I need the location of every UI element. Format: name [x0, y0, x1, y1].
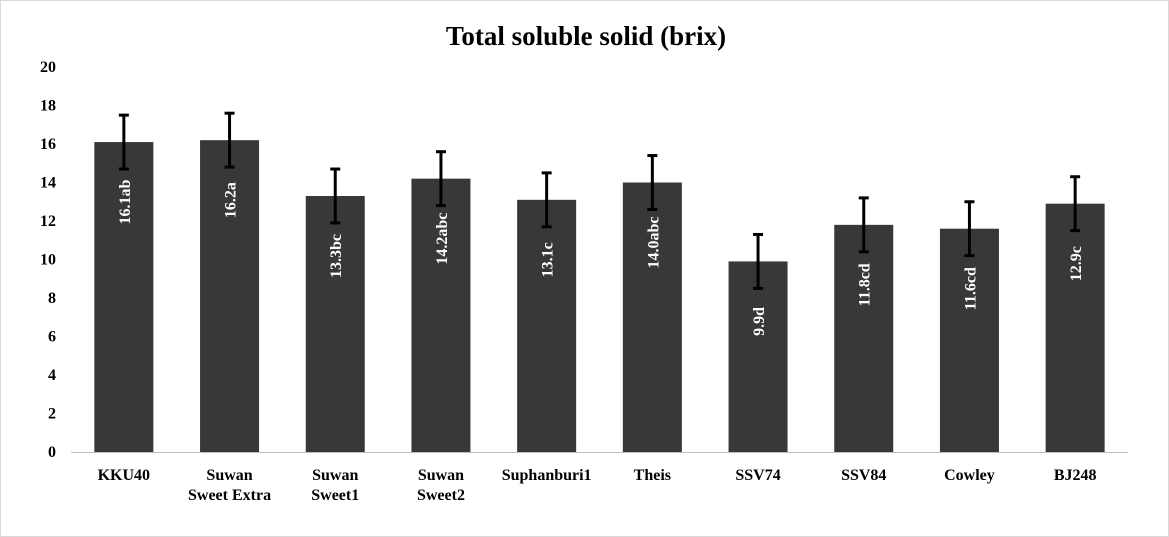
- data-label: 16.1ab: [117, 180, 134, 225]
- error-bar: [118, 113, 129, 171]
- bar: [411, 178, 471, 452]
- bar: [728, 261, 788, 452]
- data-label: 12.9c: [1068, 246, 1085, 281]
- data-label: 11.8cd: [857, 263, 874, 306]
- error-bars-group: [118, 111, 1081, 290]
- data-label: 9.9d: [751, 307, 768, 336]
- bar: [622, 182, 682, 452]
- y-tick-label: 6: [48, 329, 56, 346]
- x-axis: KKU40 Suwan Sweet Extra Suwan Sweet1 Suwan Swe…: [98, 467, 1097, 504]
- x-tick-label: Suwan Sweet2: [417, 467, 465, 504]
- error-bar: [964, 200, 975, 258]
- y-tick-label: 8: [48, 290, 56, 307]
- x-tick-label: SSV74: [735, 467, 780, 484]
- data-label: 11.6cd: [962, 267, 979, 310]
- bar: [834, 224, 894, 452]
- data-label: 14.2abc: [434, 213, 451, 265]
- y-tick-label: 20: [40, 59, 56, 76]
- y-tick-label: 0: [48, 444, 56, 461]
- x-tick-label: Suwan Sweet Extra: [188, 467, 271, 504]
- x-tick-label: Cowley: [944, 467, 995, 484]
- error-bar: [858, 196, 869, 254]
- x-tick-label: Theis: [634, 467, 671, 484]
- chart-title: Total soluble solid (brix): [446, 21, 726, 51]
- y-tick-label: 10: [40, 252, 56, 269]
- bar: [517, 199, 577, 452]
- bar: [200, 140, 260, 452]
- error-bar: [1070, 175, 1081, 233]
- data-label: 16.2a: [223, 182, 240, 218]
- x-tick-label: Suphanburi1: [502, 467, 592, 484]
- data-labels-group: 16.1ab 16.2a 13.3bc 14.2abc 13.1c 14.0abc 9.9d…: [117, 180, 1085, 336]
- bar: [1045, 203, 1105, 452]
- error-bar: [224, 111, 235, 169]
- x-tick-label: KKU40: [98, 467, 150, 484]
- y-tick-label: 16: [40, 136, 56, 153]
- bars-group: [94, 140, 1105, 452]
- y-tick-label: 18: [40, 98, 56, 115]
- error-bar: [541, 171, 552, 229]
- y-tick-label: 12: [40, 213, 56, 230]
- error-bar: [647, 154, 658, 211]
- error-bar: [435, 150, 446, 208]
- data-label: 13.3bc: [328, 234, 345, 278]
- y-axis: 0 2 4 6 8 10 12 14 16 18 20: [40, 59, 56, 461]
- bar: [939, 228, 999, 452]
- y-tick-label: 2: [48, 406, 56, 423]
- x-tick-label: SSV84: [841, 467, 886, 484]
- bar: [305, 195, 365, 452]
- data-label: 13.1c: [540, 242, 557, 277]
- x-tick-label: Suwan Sweet1: [311, 467, 359, 504]
- error-bar: [753, 232, 764, 290]
- y-tick-label: 4: [48, 367, 56, 384]
- error-bar: [330, 167, 341, 225]
- bar: [94, 142, 154, 452]
- data-label: 14.0abc: [645, 217, 662, 269]
- y-tick-label: 14: [40, 175, 56, 192]
- x-tick-label: BJ248: [1054, 467, 1097, 484]
